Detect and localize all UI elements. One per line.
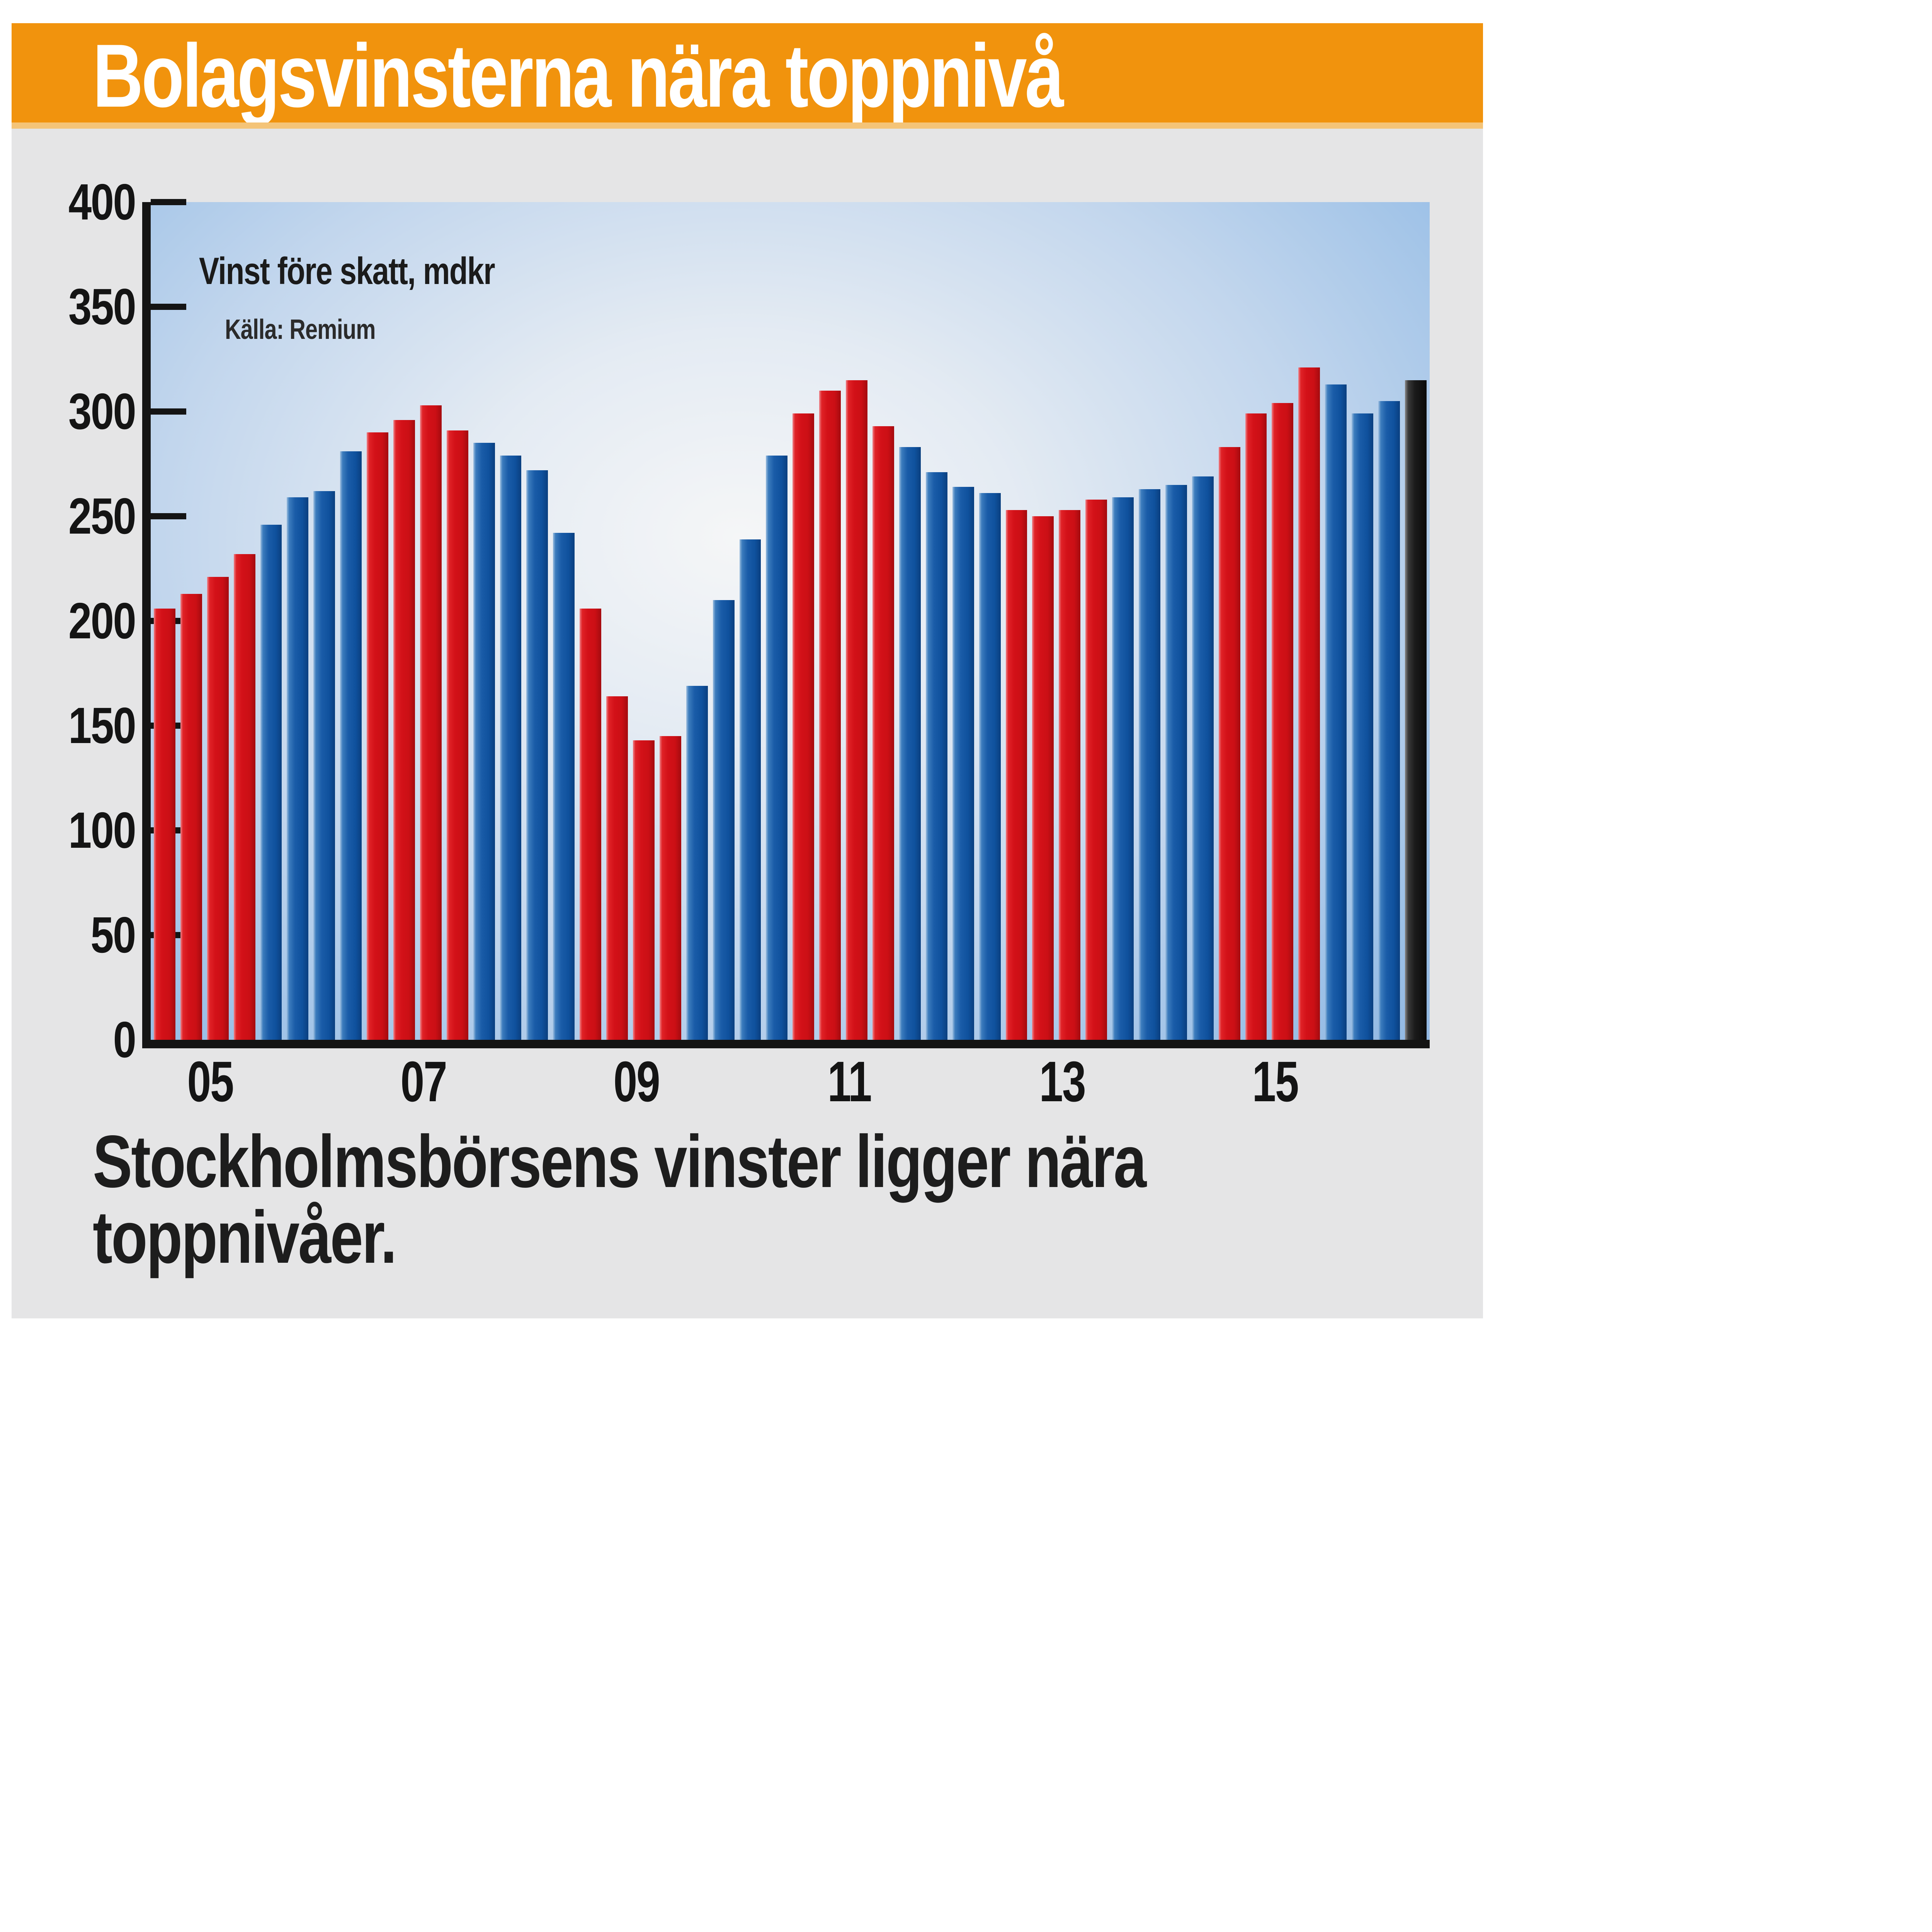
bar (606, 696, 628, 1040)
bar (1005, 510, 1027, 1040)
header-bar: Bolagsvinsterna nära toppnivå (12, 23, 1483, 129)
bar (1352, 413, 1373, 1040)
bar (287, 497, 309, 1040)
y-axis-label: 0 (113, 1011, 136, 1068)
bar (1272, 403, 1294, 1040)
bar (420, 405, 442, 1040)
bar (1165, 485, 1187, 1040)
bar (846, 380, 868, 1040)
x-axis-label: 05 (187, 1050, 234, 1114)
bar (952, 487, 974, 1040)
y-tick-mark (151, 513, 186, 519)
bar (713, 600, 735, 1040)
caption: Stockholmsbörsens vinster ligger nära to… (93, 1120, 1146, 1279)
bar (367, 432, 389, 1040)
bar (207, 577, 229, 1040)
page-title: Bolagsvinsterna nära toppnivå (93, 26, 1064, 126)
bar (979, 493, 1001, 1040)
bar (1298, 367, 1320, 1040)
bar (154, 608, 175, 1040)
bar (766, 455, 788, 1040)
bar (1085, 499, 1107, 1040)
bar (340, 451, 362, 1040)
bar (739, 539, 761, 1040)
bar (580, 608, 602, 1040)
bar (872, 426, 894, 1040)
bar (180, 594, 202, 1040)
chart-note: Vinst före skatt, mdkr (199, 250, 495, 292)
y-axis-label: 50 (90, 906, 136, 963)
bars (151, 202, 1430, 1040)
bar (1245, 413, 1267, 1040)
bar (1378, 401, 1400, 1040)
y-axis-label: 400 (68, 173, 136, 230)
bar (1405, 380, 1427, 1040)
y-tick-mark (151, 304, 186, 310)
bar (899, 447, 921, 1040)
infographic-card: Bolagsvinsterna nära toppnivå 400 350 300 2… (12, 23, 1483, 1318)
bar (260, 524, 282, 1040)
y-tick-mark (151, 408, 186, 415)
bar (1059, 510, 1081, 1040)
bar (1218, 447, 1240, 1040)
x-axis-label: 09 (613, 1050, 660, 1114)
bar (1112, 497, 1134, 1040)
bar (659, 736, 681, 1040)
x-axis-label: 15 (1252, 1050, 1299, 1114)
y-axis-label: 350 (68, 278, 136, 335)
y-axis-label: 300 (68, 383, 136, 440)
bar (446, 430, 468, 1040)
bar (819, 390, 841, 1040)
bar (526, 470, 548, 1040)
chart-source: Källa: Remium (225, 314, 376, 345)
x-axis-label: 07 (400, 1050, 447, 1114)
bar (1192, 476, 1214, 1040)
bar (1032, 516, 1054, 1040)
bar (793, 413, 815, 1040)
y-axis-label: 150 (68, 697, 136, 754)
plot-area (142, 199, 1430, 1048)
y-axis-label: 250 (68, 488, 136, 544)
bar (233, 554, 255, 1040)
bar (633, 740, 655, 1040)
y-axis-label: 100 (68, 802, 136, 859)
y-axis-label: 200 (68, 592, 136, 649)
bar (473, 443, 495, 1040)
y-tick-mark (151, 199, 186, 205)
bar (313, 491, 335, 1040)
bar (553, 533, 575, 1040)
x-axis-label: 13 (1039, 1050, 1086, 1114)
bar (500, 455, 522, 1040)
x-axis-label: 11 (827, 1050, 872, 1114)
bar (925, 472, 947, 1040)
bar (1138, 489, 1160, 1040)
bar (1325, 384, 1347, 1040)
bar (393, 420, 415, 1040)
bar (686, 686, 708, 1040)
